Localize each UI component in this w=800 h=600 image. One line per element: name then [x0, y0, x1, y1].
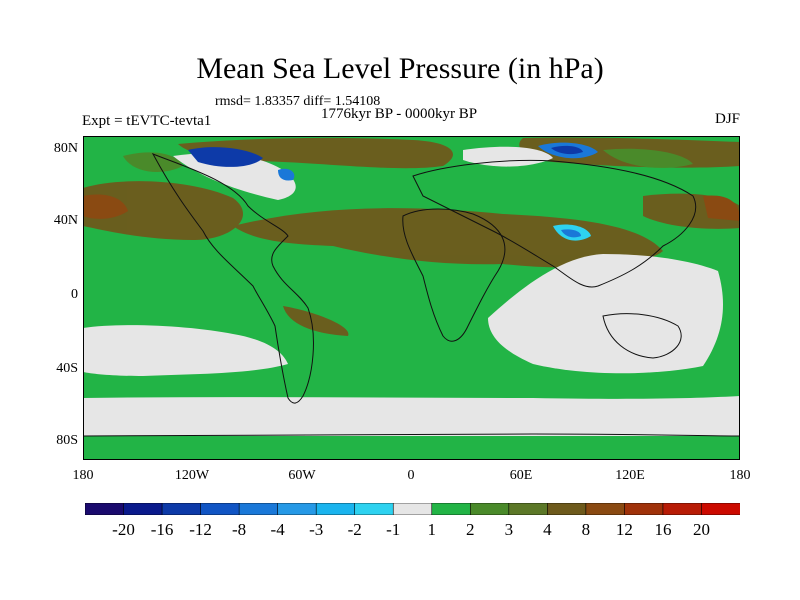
field-red-regions — [83, 194, 740, 221]
colorbar-swatch — [85, 503, 125, 515]
colorbar-swatch — [123, 503, 163, 515]
colorbar-swatch — [508, 503, 548, 515]
colorbar-label: -8 — [232, 520, 247, 539]
lon-label: 180 — [72, 468, 94, 483]
map-title: Mean Sea Level Pressure (in hPa) — [196, 52, 604, 85]
colorbar-label: -2 — [347, 520, 362, 539]
lat-label: 40S — [56, 361, 78, 376]
lat-label: 80N — [53, 141, 78, 156]
colorbar — [85, 503, 740, 515]
lon-label: 180 — [729, 468, 751, 483]
lon-label: 0 — [407, 468, 415, 483]
stats-text: rmsd= 1.83357 diff= 1.54108 — [215, 94, 381, 109]
coastlines — [83, 153, 740, 437]
lat-label: 0 — [71, 287, 78, 302]
colorbar-swatch — [277, 503, 317, 515]
colorbar-swatch — [547, 503, 587, 515]
colorbar-swatch — [200, 503, 240, 515]
colorbar-label: -20 — [112, 520, 135, 539]
colorbar-label: 8 — [581, 520, 591, 539]
colorbar-swatch — [662, 503, 703, 515]
lon-label: 60E — [509, 468, 533, 483]
colorbar-label: -3 — [309, 520, 324, 539]
colorbar-label: 12 — [615, 520, 633, 539]
colorbar-label: 16 — [654, 520, 672, 539]
map-panel — [83, 136, 740, 460]
field-grey-regions — [83, 146, 740, 436]
colorbar-swatch — [354, 503, 394, 515]
colorbar-label: 2 — [466, 520, 475, 539]
colorbar-swatch — [431, 503, 471, 515]
lat-label: 40N — [53, 213, 78, 228]
season-label: DJF — [714, 111, 740, 127]
field-darkgreen-regions — [123, 148, 693, 172]
experiment-label: Expt = tEVTC-tevta1 — [82, 113, 212, 129]
lon-label: 60W — [288, 468, 316, 483]
lat-label: 80S — [56, 433, 78, 448]
lon-label: 120W — [174, 468, 210, 483]
colorbar-swatch — [392, 503, 433, 515]
colorbar-label: 4 — [543, 520, 552, 539]
colorbar-label: -16 — [150, 520, 174, 539]
colorbar-swatch — [469, 503, 510, 515]
colorbar-label: 1 — [427, 520, 437, 539]
colorbar-label: -4 — [270, 520, 285, 539]
period-text: 1776kyr BP - 0000kyr BP — [321, 106, 478, 122]
colorbar-label: -1 — [386, 520, 401, 539]
colorbar-swatch — [315, 503, 356, 515]
lon-label: 120E — [615, 468, 645, 483]
colorbar-swatch — [624, 503, 664, 515]
colorbar-swatch — [161, 503, 202, 515]
colorbar-swatch — [585, 503, 626, 515]
colorbar-label: 20 — [692, 520, 710, 539]
colorbar-label: 3 — [504, 520, 514, 539]
field-blue-regions — [188, 142, 598, 241]
colorbar-swatch — [238, 503, 279, 515]
colorbar-label: -12 — [189, 520, 212, 539]
colorbar-swatch — [701, 503, 740, 515]
